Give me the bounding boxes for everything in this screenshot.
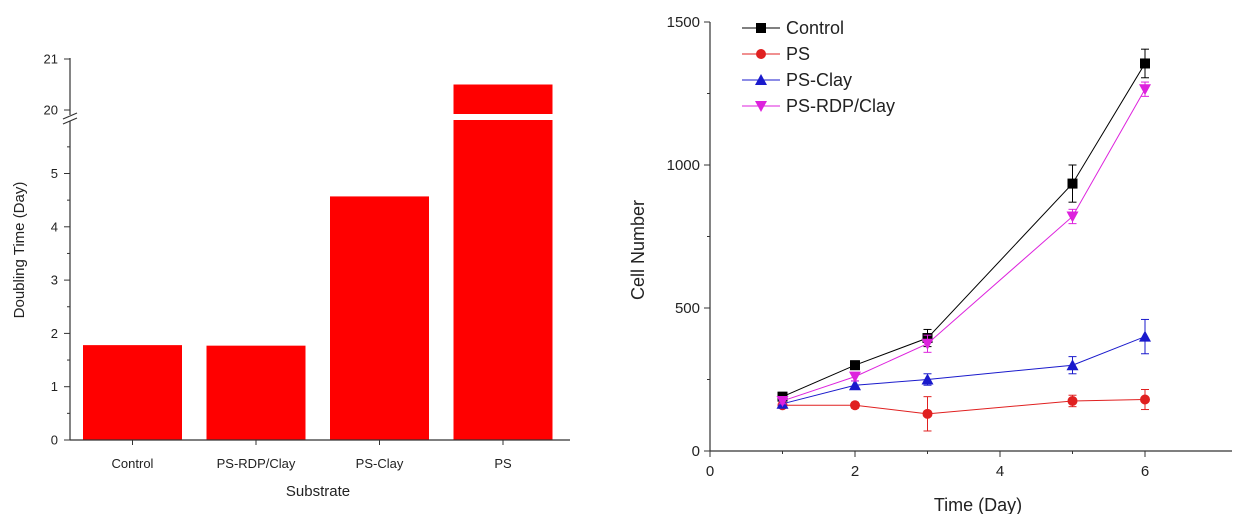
legend-marker-control (756, 23, 766, 33)
y-tick-label: 1 (51, 379, 58, 394)
x-tick-label: PS-Clay (356, 456, 404, 471)
line-marks (776, 48, 1151, 432)
data-point-ps-clay (1066, 359, 1079, 371)
y-tick-label: 20 (44, 103, 58, 118)
bar-ps-rdp-clay (206, 345, 306, 440)
axis-break-mark-1 (62, 112, 78, 120)
data-point-ps-clay (849, 379, 861, 391)
data-point-control (1140, 58, 1150, 69)
series-line-ps-clay (782, 336, 1146, 405)
data-point-ps-rdp-clay (1066, 211, 1079, 223)
y-tick-label: 21 (44, 52, 58, 67)
data-point-ps (922, 408, 933, 419)
legend-label-ps: PS (786, 44, 810, 64)
y-tick-label: 0 (51, 433, 58, 448)
legend-marker-ps (756, 49, 766, 59)
series-line-ps (782, 399, 1146, 415)
legend: Control PS PS-Clay PS-RDP/Clay (742, 18, 895, 116)
data-point-ps (1067, 395, 1078, 406)
y-tick-label: 1500 (667, 14, 700, 31)
bar-ps-clay (330, 196, 429, 440)
line-ticks: 0 2 4 6 0 500 1000 1500 (667, 14, 1150, 480)
data-point-ps (1140, 394, 1150, 405)
data-point-ps-clay (1139, 330, 1151, 342)
y-tick-label: 500 (675, 300, 700, 317)
data-point-ps-rdp-clay (849, 371, 861, 383)
legend-marker-ps-clay (755, 74, 767, 85)
y-tick-label: 3 (51, 273, 58, 288)
line-x-axis-label: Time (Day) (934, 495, 1022, 514)
x-tick-label: PS-RDP/Clay (217, 456, 296, 471)
bar-ps-upper (453, 84, 553, 114)
legend-marker-ps-rdp-clay (755, 101, 767, 112)
bar-marks (83, 84, 553, 440)
y-tick-label: 4 (51, 219, 58, 234)
x-tick-label: 6 (1141, 463, 1149, 480)
axis-break-mark-2 (62, 117, 78, 125)
y-tick-label: 2 (51, 326, 58, 341)
series-ps (777, 389, 1150, 432)
data-point-control (850, 360, 860, 371)
legend-label-ps-clay: PS-Clay (786, 70, 852, 90)
bar-chart: Control PS-RDP/Clay PS-Clay PS 0 1 2 3 4 5 20 21 Su… (11, 52, 570, 500)
line-chart: 0 2 4 6 0 500 1000 1500 Control PS PS-Clay PS-RDP/… (628, 14, 1232, 514)
x-tick-label: PS (494, 456, 512, 471)
x-tick-label: Control (112, 456, 154, 471)
x-tick-label: 2 (851, 463, 859, 480)
series-ps-rdp-clay (776, 81, 1151, 407)
bar-y-axis-label: Doubling Time (Day) (11, 182, 28, 319)
data-point-ps-rdp-clay (776, 395, 789, 407)
series-line-ps-rdp-clay (782, 88, 1146, 402)
data-point-ps-clay (921, 373, 934, 385)
legend-label-control: Control (786, 18, 844, 38)
x-tick-label: 4 (996, 463, 1004, 480)
y-tick-label: 5 (51, 166, 58, 181)
data-point-ps (850, 400, 860, 411)
y-tick-label: 0 (692, 443, 700, 460)
y-tick-label: 1000 (667, 157, 700, 174)
data-point-control (1067, 178, 1078, 189)
data-point-ps-rdp-clay (921, 338, 934, 350)
bar-ticks: Control PS-RDP/Clay PS-Clay PS 0 1 2 3 4 5 20 21 (44, 52, 512, 472)
bar-x-axis-label: Substrate (286, 483, 350, 500)
series-ps-clay (776, 318, 1151, 409)
legend-label-ps-rdp-clay: PS-RDP/Clay (786, 96, 895, 116)
data-point-ps-rdp-clay (1139, 84, 1151, 96)
bar-ps-lower (453, 120, 553, 440)
x-tick-label: 0 (706, 463, 714, 480)
bar-control (83, 345, 182, 440)
line-y-axis-label: Cell Number (628, 200, 648, 300)
